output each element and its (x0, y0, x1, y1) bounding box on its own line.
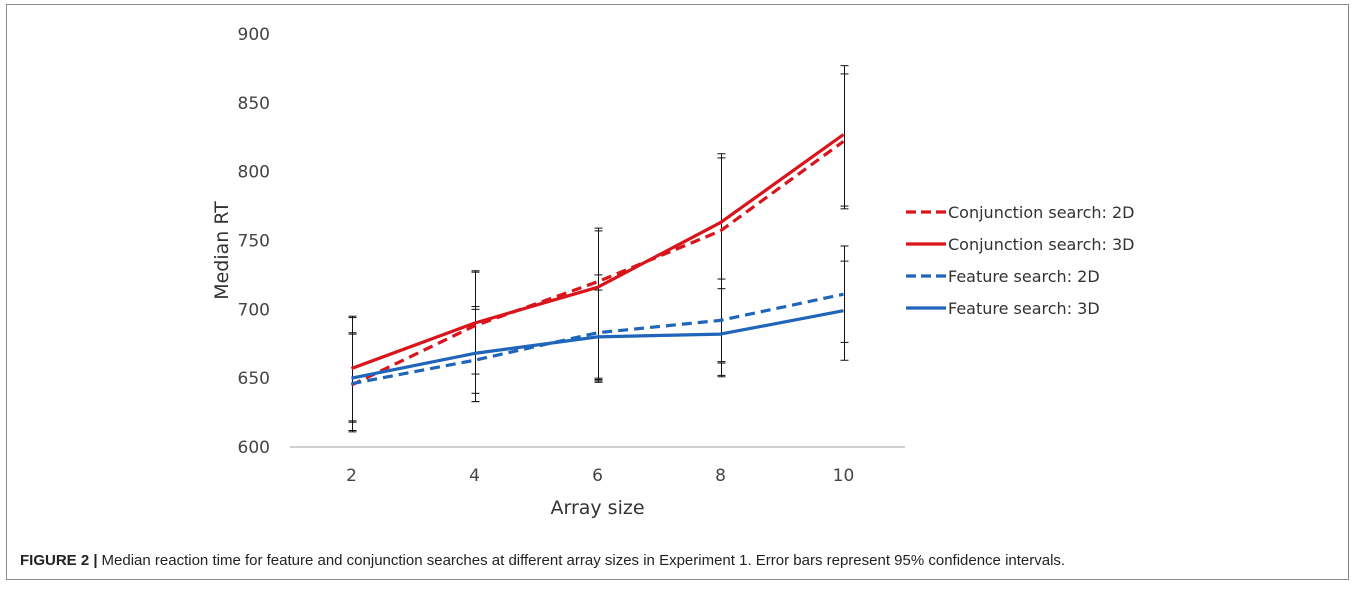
x-tick-label: 4 (469, 466, 480, 486)
legend-label: Feature search: 2D (948, 267, 1100, 286)
caption-label: FIGURE 2 | (20, 552, 98, 569)
error-bars (348, 65, 849, 433)
y-tick-label: 600 (238, 438, 270, 458)
y-tick-label: 850 (238, 94, 270, 114)
y-tick-label: 800 (238, 163, 270, 183)
series-line-3 (351, 292, 844, 386)
series-lines (350, 133, 845, 387)
x-tick-label: 6 (592, 466, 603, 486)
legend-label: Conjunction search: 2D (948, 203, 1134, 222)
legend-label: Conjunction search: 3D (948, 235, 1134, 254)
series-line-4 (351, 309, 844, 380)
y-tick-label: 750 (238, 232, 270, 252)
x-axis-ticks: 2 4 6 8 10 (346, 466, 854, 486)
y-tick-label: 700 (238, 300, 270, 320)
y-tick-label: 650 (238, 369, 270, 389)
y-tick-label: 900 (238, 25, 270, 45)
x-tick-label: 2 (346, 466, 357, 486)
legend: Conjunction search: 2D Conjunction search… (906, 203, 1134, 318)
series-line-2 (350, 133, 845, 371)
y-axis-ticks: 600 650 700 750 800 850 900 (238, 25, 270, 458)
series-line-1 (350, 140, 845, 387)
legend-label: Feature search: 3D (948, 299, 1100, 318)
y-axis-title: Median RT (211, 201, 233, 300)
figure-caption: FIGURE 2 | Median reaction time for featu… (20, 552, 1340, 569)
x-tick-label: 10 (833, 466, 855, 486)
x-axis-title: Array size (550, 497, 644, 519)
x-tick-label: 8 (715, 466, 726, 486)
figure-frame (6, 4, 1349, 580)
caption-text: Median reaction time for feature and con… (101, 552, 1066, 569)
